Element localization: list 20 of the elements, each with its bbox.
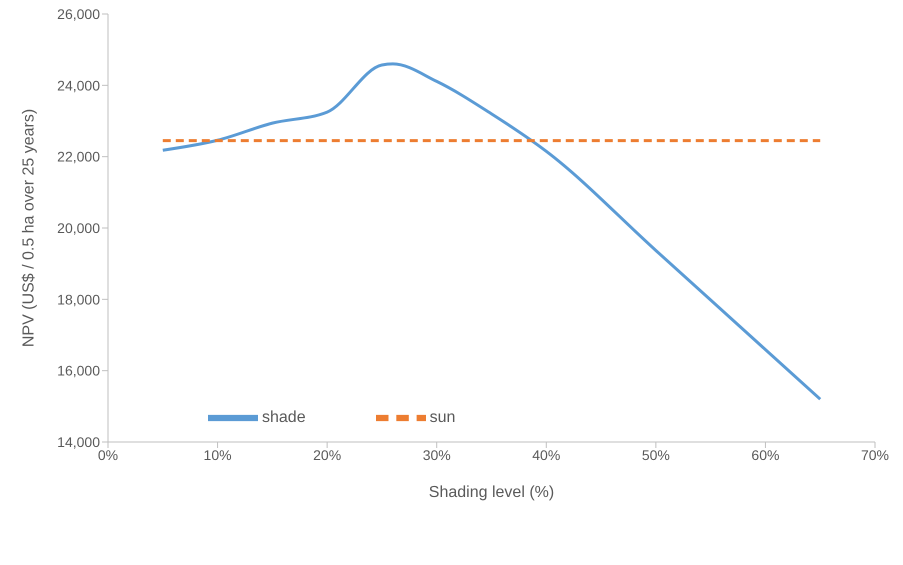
x-tick-label: 50%: [642, 446, 670, 463]
y-tick-label: 20,000: [57, 220, 100, 236]
y-tick-label: 24,000: [57, 77, 100, 94]
y-tick-label: 26,000: [57, 6, 100, 22]
x-tick-label: 20%: [313, 446, 342, 463]
y-tick-label: 16,000: [57, 362, 100, 379]
x-tick-label: 70%: [860, 446, 890, 463]
y-tick-label: 14,000: [57, 434, 100, 450]
y-axis-title: NPV (US$ / 0.5 ha over 25 years): [20, 108, 38, 348]
line-series: [161, 62, 822, 401]
x-tick-label: 0%: [98, 446, 118, 463]
x-axis-title: Shading level (%): [428, 484, 554, 501]
x-tick-label: 10%: [204, 446, 232, 463]
legend-label: sun: [430, 409, 456, 426]
x-tick-label: 60%: [751, 446, 780, 463]
y-tick-label: 22,000: [57, 148, 100, 165]
x-tick-label: 40%: [532, 446, 560, 463]
x-tick-label: 30%: [422, 446, 451, 463]
legend-label: shade: [262, 409, 306, 426]
y-tick-label: 18,000: [57, 291, 100, 308]
